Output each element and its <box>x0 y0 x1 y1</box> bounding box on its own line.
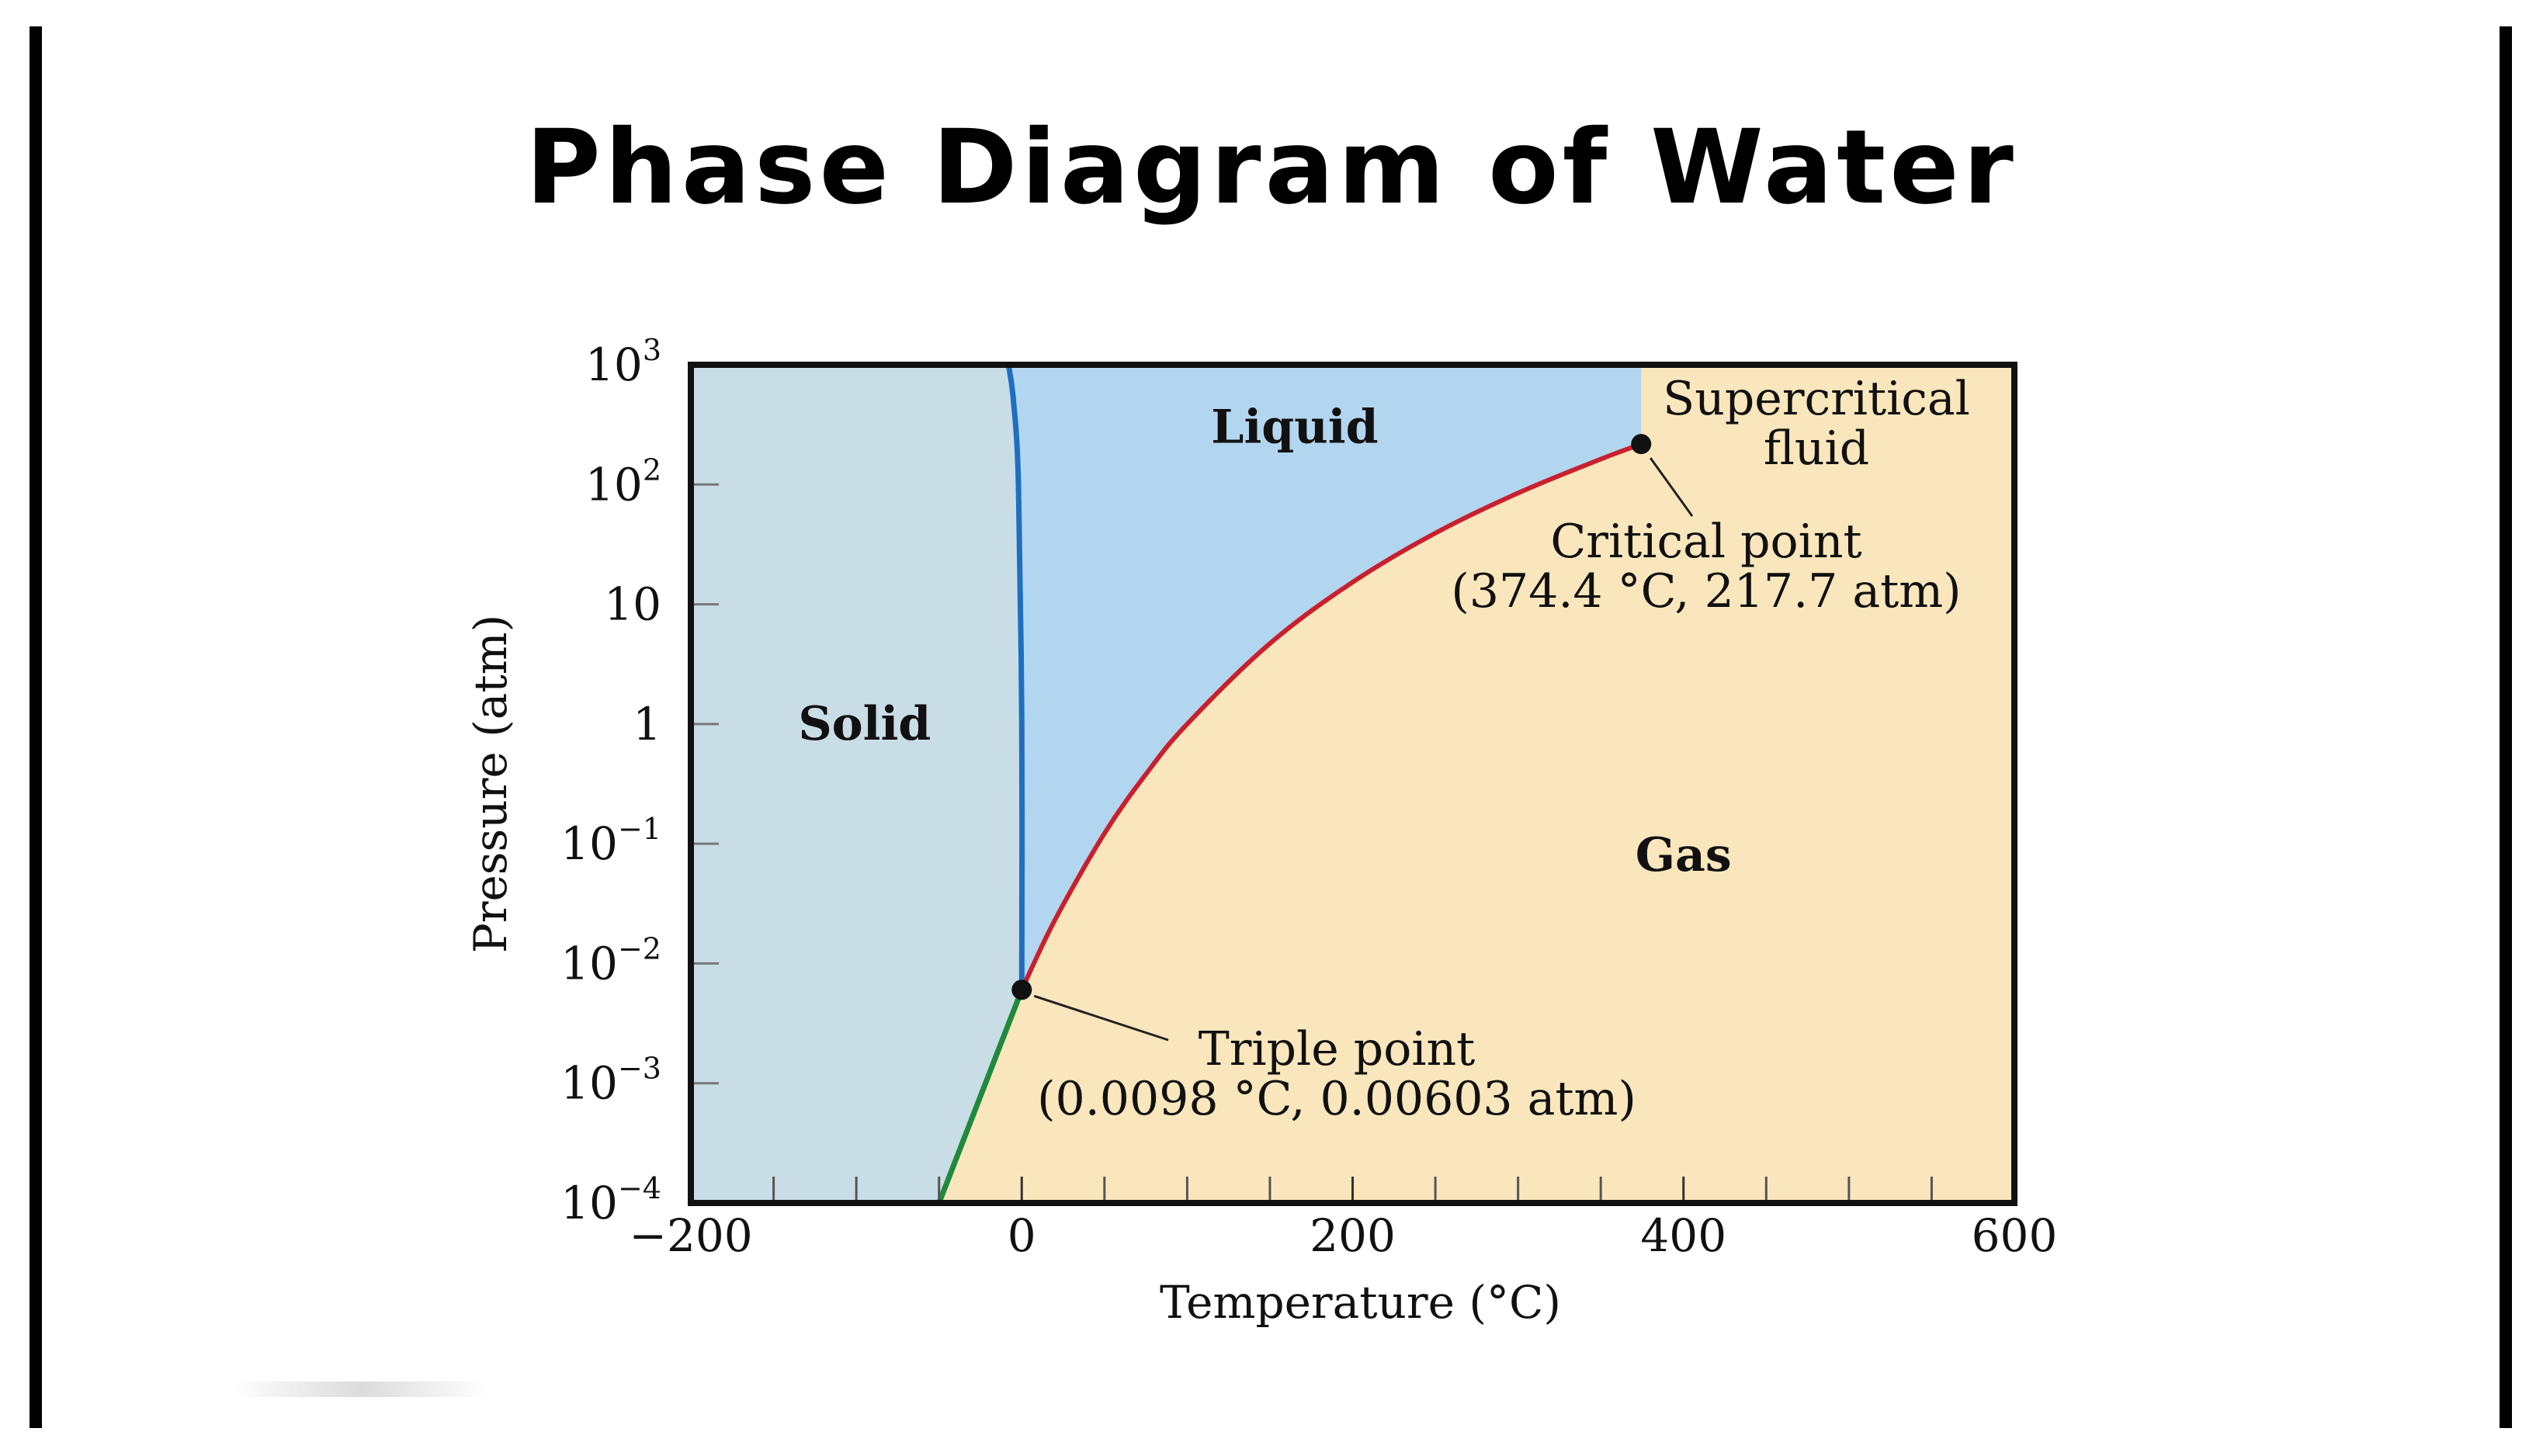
triple-point-label: Triple point <box>1199 1022 1476 1076</box>
y-tick-label: 102 <box>585 452 661 511</box>
triple-point-leader <box>1033 994 1169 1042</box>
page-title: Phase Diagram of Water <box>526 108 2017 227</box>
x-axis-title: Temperature (°C) <box>1160 1276 1561 1329</box>
plot-border <box>688 362 2017 1206</box>
y-tick-label: 10−1 <box>560 812 661 870</box>
supercritical-label-line2: fluid <box>1764 421 1869 476</box>
y-tick-label: 103 <box>585 333 661 391</box>
x-tick-label: 600 <box>1972 1209 2058 1262</box>
x-tick-label: 0 <box>1008 1209 1036 1262</box>
y-axis-title: Pressure (atm) <box>464 615 517 954</box>
region-label-solid: Solid <box>798 697 931 751</box>
critical-point-label: Critical point <box>1550 515 1861 569</box>
critical-point-coords: (374.4 °C, 217.7 atm) <box>1451 564 1961 619</box>
y-tick-label: 10−3 <box>560 1052 661 1110</box>
y-tick-label: 10−4 <box>560 1171 661 1229</box>
sublimation-curve <box>936 989 1025 1205</box>
solid-region <box>691 365 1022 1203</box>
left-frame-bar <box>29 26 42 1428</box>
y-tick-label: 1 <box>633 698 661 751</box>
liquid-region <box>1008 365 1642 990</box>
triple-point-coords: (0.0098 °C, 0.00603 atm) <box>1037 1072 1636 1126</box>
critical-point-marker <box>1631 434 1652 455</box>
vaporization-curve <box>1019 442 1643 991</box>
triple-point-marker <box>1011 979 1032 1000</box>
supercritical-label: Supercritical <box>1663 372 1970 426</box>
y-tick-label: 10 <box>604 578 661 631</box>
critical-point-leader <box>1649 457 1694 517</box>
x-tick-label: −200 <box>629 1209 752 1262</box>
right-frame-bar <box>2500 26 2512 1428</box>
x-tick-label: 200 <box>1310 1209 1396 1262</box>
y-tick-label: 10−2 <box>560 931 661 990</box>
region-label-gas: Gas <box>1636 828 1732 882</box>
image-artifact <box>233 1381 489 1397</box>
x-tick-label: 400 <box>1640 1209 1726 1262</box>
melting-curve <box>1005 364 1025 990</box>
region-label-liquid: Liquid <box>1211 400 1378 455</box>
